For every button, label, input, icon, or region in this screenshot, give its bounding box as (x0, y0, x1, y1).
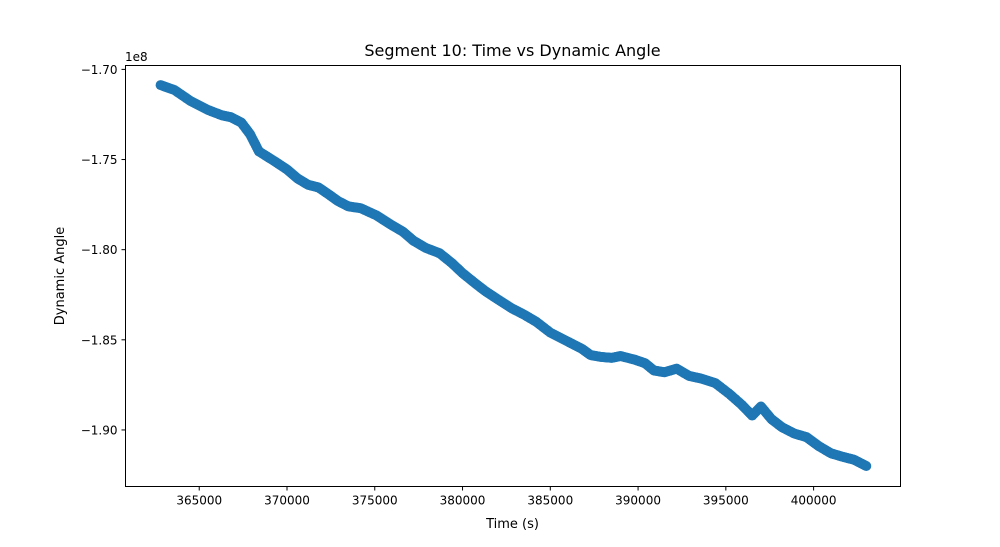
plot-area-frame (125, 65, 901, 487)
y-axis-label: Dynamic Angle (53, 227, 68, 325)
x-tick-label: 375000 (352, 494, 398, 508)
chart-title: Segment 10: Time vs Dynamic Angle (364, 41, 660, 60)
x-tick-label: 385000 (527, 494, 573, 508)
y-tick-label: −1.85 (81, 333, 118, 347)
y-tick-label: −1.75 (81, 153, 118, 167)
x-axis-ticks: 365000 370000 375000 380000 385000 390000 3950… (176, 486, 837, 508)
y-axis-ticks: −1.70 −1.75 −1.80 −1.85 −1.90 (81, 63, 126, 437)
x-tick-label: 390000 (615, 494, 661, 508)
x-axis-label: Time (s) (485, 517, 539, 532)
y-tick-label: −1.70 (81, 63, 118, 77)
data-points (155, 80, 872, 471)
x-tick-label: 400000 (791, 494, 837, 508)
x-tick-label: 370000 (264, 494, 310, 508)
y-tick-label: −1.80 (81, 243, 118, 257)
data-point (861, 461, 872, 471)
y-tick-label: −1.90 (81, 423, 118, 437)
x-tick-label: 395000 (703, 494, 749, 508)
x-tick-label: 380000 (440, 494, 486, 508)
y-offset-label: 1e8 (125, 50, 148, 64)
x-tick-label: 365000 (176, 494, 222, 508)
